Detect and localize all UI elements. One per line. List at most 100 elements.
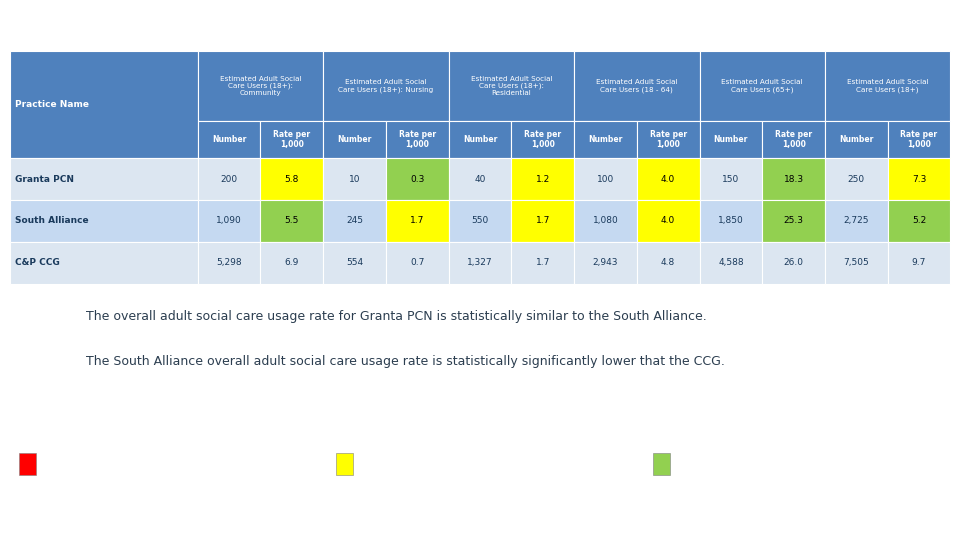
Bar — [636, 121, 700, 158]
Text: 40: 40 — [474, 174, 486, 184]
Bar — [386, 158, 448, 200]
Bar — [448, 158, 512, 200]
Text: Estimated Adult Social
Care Users (18+):
Residential: Estimated Adult Social Care Users (18+):… — [470, 76, 552, 96]
Text: 0.3: 0.3 — [410, 174, 424, 184]
Text: 1.2: 1.2 — [536, 174, 550, 184]
Bar — [512, 200, 574, 242]
Text: Practice Name: Practice Name — [15, 100, 89, 109]
Text: 1.7: 1.7 — [410, 217, 424, 225]
Bar — [198, 242, 260, 284]
Text: Number: Number — [463, 135, 497, 144]
Text: 5,298: 5,298 — [216, 258, 242, 267]
Text: Adult Social Care: Adult Social Care — [8, 16, 180, 34]
Bar — [888, 158, 950, 200]
Text: 7.3: 7.3 — [912, 174, 926, 184]
Text: 6.9: 6.9 — [285, 258, 299, 267]
Text: 150: 150 — [722, 174, 739, 184]
Bar — [448, 200, 512, 242]
Bar — [636, 242, 700, 284]
Text: 18.3: 18.3 — [783, 174, 804, 184]
Text: 1,327: 1,327 — [468, 258, 492, 267]
Text: 25.3: 25.3 — [783, 217, 804, 225]
Bar — [636, 200, 700, 242]
Bar — [324, 242, 386, 284]
Text: 10: 10 — [348, 174, 360, 184]
Bar — [260, 200, 324, 242]
Bar — [10, 158, 198, 200]
Text: 5.2: 5.2 — [912, 217, 926, 225]
Text: Number: Number — [588, 135, 623, 144]
Bar — [574, 121, 636, 158]
Bar — [825, 51, 950, 121]
Text: Rate per
1,000: Rate per 1,000 — [775, 130, 812, 149]
Text: 0.7: 0.7 — [410, 258, 424, 267]
Text: Number: Number — [839, 135, 874, 144]
Bar — [386, 242, 448, 284]
Text: 2,725: 2,725 — [844, 217, 869, 225]
Text: Estimated Adult Social
Care Users (18 - 64): Estimated Adult Social Care Users (18 - … — [596, 79, 678, 93]
Text: Number: Number — [212, 135, 247, 144]
Text: 1,850: 1,850 — [718, 217, 744, 225]
Text: 1,080: 1,080 — [592, 217, 618, 225]
Text: Rate per
1,000: Rate per 1,000 — [274, 130, 310, 149]
Bar — [198, 121, 260, 158]
Bar — [825, 121, 888, 158]
Text: statistically significantly lower than next level in hierarchy: statistically significantly lower than n… — [678, 460, 924, 469]
Bar — [636, 158, 700, 200]
Text: 2,943: 2,943 — [592, 258, 618, 267]
Text: 550: 550 — [471, 217, 489, 225]
Bar — [653, 453, 670, 475]
Bar — [888, 121, 950, 158]
Bar — [260, 121, 324, 158]
Bar — [762, 200, 825, 242]
Bar — [10, 51, 198, 158]
Bar — [198, 51, 324, 121]
Bar — [700, 242, 762, 284]
Text: Rate per
1,000: Rate per 1,000 — [524, 130, 562, 149]
Text: 4.8: 4.8 — [661, 258, 675, 267]
Bar — [574, 242, 636, 284]
Text: 1.7: 1.7 — [536, 217, 550, 225]
Text: Source: Cambridgeshire County Council, BI team.  Estimates derived from the LSOA: Source: Cambridgeshire County Council, B… — [10, 503, 753, 511]
Bar — [336, 453, 353, 475]
Text: Estimated Adult Social
Care Users (65+): Estimated Adult Social Care Users (65+) — [722, 79, 803, 93]
Bar — [512, 242, 574, 284]
Bar — [19, 453, 36, 475]
Text: Rate per
1,000: Rate per 1,000 — [650, 130, 686, 149]
Text: 1.7: 1.7 — [536, 258, 550, 267]
Text: 245: 245 — [346, 217, 363, 225]
Bar — [386, 200, 448, 242]
Text: 5.8: 5.8 — [285, 174, 299, 184]
Bar — [512, 121, 574, 158]
Bar — [762, 158, 825, 200]
Text: Number: Number — [713, 135, 748, 144]
Bar — [324, 158, 386, 200]
Bar — [825, 242, 888, 284]
Bar — [762, 121, 825, 158]
Bar — [10, 242, 198, 284]
Text: Estimated Adult Social
Care Users (18+):
Community: Estimated Adult Social Care Users (18+):… — [220, 76, 301, 96]
Text: 7,505: 7,505 — [844, 258, 869, 267]
Text: South Alliance: South Alliance — [15, 217, 89, 225]
Bar — [448, 121, 512, 158]
Bar — [324, 200, 386, 242]
Text: 9.7: 9.7 — [912, 258, 926, 267]
Text: 4.0: 4.0 — [661, 217, 675, 225]
Bar — [700, 200, 762, 242]
Text: Estimated Adult Social
Care Users (18+): Nursing: Estimated Adult Social Care Users (18+):… — [338, 79, 434, 93]
Text: 250: 250 — [848, 174, 865, 184]
Text: https://data.cambridgeshireinsight.org.uk/dataset/cambridgeshire-and-peterboroug: https://data.cambridgeshireinsight.org.u… — [10, 523, 717, 531]
Text: 100: 100 — [597, 174, 614, 184]
Text: Rate per
1,000: Rate per 1,000 — [398, 130, 436, 149]
Text: Rate per
1,000: Rate per 1,000 — [900, 130, 938, 149]
Text: C&P CCG: C&P CCG — [15, 258, 60, 267]
Bar — [700, 158, 762, 200]
Text: 200: 200 — [221, 174, 238, 184]
Text: Number: Number — [337, 135, 372, 144]
Bar — [700, 121, 762, 158]
Text: 5.5: 5.5 — [285, 217, 299, 225]
Bar — [574, 200, 636, 242]
Text: 26.0: 26.0 — [783, 258, 804, 267]
Bar — [574, 51, 700, 121]
Text: statistically significantly higher than next level in hierarchy: statistically significantly higher than … — [44, 460, 295, 469]
